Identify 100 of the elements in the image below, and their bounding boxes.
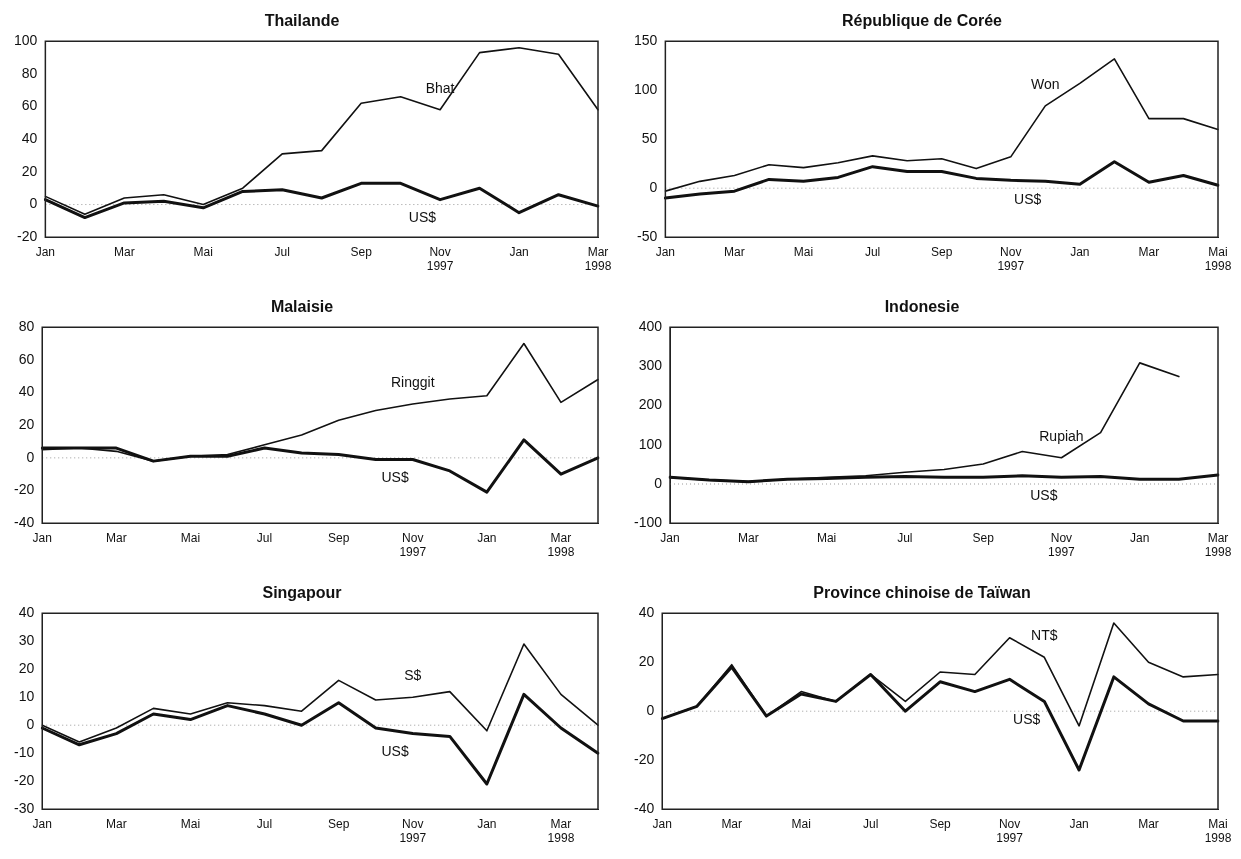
series-label: US$ — [408, 209, 437, 226]
y-tick-label: -40 — [634, 800, 655, 817]
y-tick-label: 100 — [634, 81, 658, 98]
x-tick-label: Nov 1997 — [997, 244, 1025, 274]
chart-title: Thailande — [264, 12, 340, 30]
y-tick-label: -50 — [637, 228, 658, 245]
series-label: NT$ — [1031, 627, 1058, 644]
x-tick-label: Nov 1997 — [399, 816, 427, 846]
x-tick-label: Mar — [113, 244, 135, 259]
y-tick-label: 0 — [26, 716, 35, 733]
x-tick-label: Mar — [724, 244, 745, 259]
chart-title: Singapour — [262, 584, 342, 602]
x-tick-label: Jan — [1070, 244, 1090, 259]
x-tick-label: Mar 1998 — [547, 816, 575, 846]
x-tick-label: Mar — [1138, 816, 1159, 831]
y-tick-label: 40 — [18, 383, 35, 400]
chart-title: Province chinoise de Taïwan — [813, 584, 1031, 602]
x-tick-label: Jul — [864, 244, 881, 259]
y-tick-label: 100 — [14, 32, 38, 49]
y-tick-label: 0 — [649, 179, 658, 196]
x-tick-label: Mai — [193, 244, 213, 259]
x-tick-label: Mai — [180, 530, 201, 545]
x-tick-label: Sep — [327, 530, 350, 545]
x-tick-label: Sep — [350, 244, 373, 259]
series-label: US$ — [1014, 191, 1042, 208]
y-tick-label: 10 — [18, 688, 35, 705]
y-tick-label: 0 — [654, 474, 663, 491]
x-tick-label: Sep — [931, 244, 953, 259]
chart-title: Malaisie — [270, 298, 334, 316]
x-tick-label: Nov 1997 — [426, 244, 454, 274]
y-tick-label: 60 — [21, 97, 38, 114]
y-tick-label: 150 — [634, 32, 658, 49]
x-tick-label: Sep — [327, 816, 350, 831]
series-label: Ringgit — [390, 373, 435, 390]
x-tick-label: Jan — [477, 530, 497, 545]
y-tick-label: -20 — [14, 772, 35, 789]
y-tick-label: 40 — [18, 604, 35, 621]
y-tick-label: -10 — [14, 744, 35, 761]
x-tick-label: Jan — [655, 244, 676, 259]
series-label: US$ — [381, 743, 409, 760]
y-tick-label: 100 — [638, 435, 663, 452]
x-tick-label: Jan — [1069, 816, 1089, 831]
x-tick-label: Mar — [106, 530, 127, 545]
x-tick-label: Jan — [660, 530, 680, 545]
series-label: Bhat — [425, 79, 455, 96]
x-tick-label: Mar — [1138, 244, 1160, 259]
y-tick-label: 80 — [21, 64, 38, 81]
x-tick-label: Mai — [180, 816, 201, 831]
x-tick-label: Jan — [652, 816, 672, 831]
x-tick-label: Jan — [32, 530, 52, 545]
y-tick-label: 20 — [18, 660, 35, 677]
y-tick-label: 80 — [18, 318, 35, 335]
y-tick-label: 30 — [18, 632, 35, 649]
y-tick-label: -20 — [14, 481, 35, 498]
x-tick-label: Jan — [35, 244, 56, 259]
x-tick-label: Sep — [929, 816, 952, 831]
series-label: Won — [1031, 75, 1060, 92]
y-tick-label: 0 — [646, 702, 655, 719]
x-tick-label: Mar 1998 — [1204, 530, 1232, 560]
y-tick-label: -20 — [17, 228, 38, 245]
chart-title: Indonesie — [884, 298, 960, 316]
x-tick-label: Mai 1998 — [1204, 816, 1232, 846]
series-label: US$ — [381, 469, 409, 486]
y-tick-label: 20 — [18, 416, 35, 433]
x-tick-label: Jan — [1130, 530, 1150, 545]
x-tick-label: Mar — [721, 816, 743, 831]
x-tick-label: Nov 1997 — [399, 530, 427, 560]
x-tick-label: Jul — [256, 530, 273, 545]
x-tick-label: Mai — [816, 530, 837, 545]
y-tick-label: 400 — [638, 318, 663, 335]
x-tick-label: Jul — [256, 816, 273, 831]
x-tick-label: Mar 1998 — [584, 244, 612, 274]
x-tick-label: Nov 1997 — [1048, 530, 1076, 560]
y-tick-label: -20 — [634, 751, 655, 768]
y-tick-label: 60 — [18, 350, 35, 367]
series-label: S$ — [404, 667, 422, 684]
y-tick-label: 20 — [638, 653, 655, 670]
x-tick-label: Mai — [791, 816, 811, 831]
y-tick-label: 0 — [26, 448, 35, 465]
y-tick-label: -30 — [14, 800, 35, 817]
x-tick-label: Jul — [897, 530, 913, 545]
x-tick-label: Sep — [972, 530, 995, 545]
x-tick-label: Jan — [477, 816, 497, 831]
series-label: US$ — [1030, 487, 1058, 504]
y-tick-label: 0 — [29, 195, 38, 212]
series-label: Rupiah — [1039, 427, 1084, 444]
x-tick-label: Nov 1997 — [996, 816, 1024, 846]
y-tick-label: -40 — [14, 514, 35, 531]
y-tick-label: 50 — [641, 130, 658, 147]
x-tick-label: Jul — [862, 816, 879, 831]
y-tick-label: -100 — [633, 514, 663, 531]
chart-title: République de Corée — [841, 12, 1003, 30]
x-tick-label: Mar 1998 — [547, 530, 575, 560]
x-tick-label: Jan — [509, 244, 529, 259]
y-tick-label: 40 — [638, 604, 655, 621]
y-tick-label: 300 — [638, 357, 663, 374]
x-tick-label: Mar — [106, 816, 127, 831]
y-tick-label: 40 — [21, 130, 38, 147]
y-tick-label: 20 — [21, 162, 38, 179]
x-tick-label: Jul — [274, 244, 290, 259]
